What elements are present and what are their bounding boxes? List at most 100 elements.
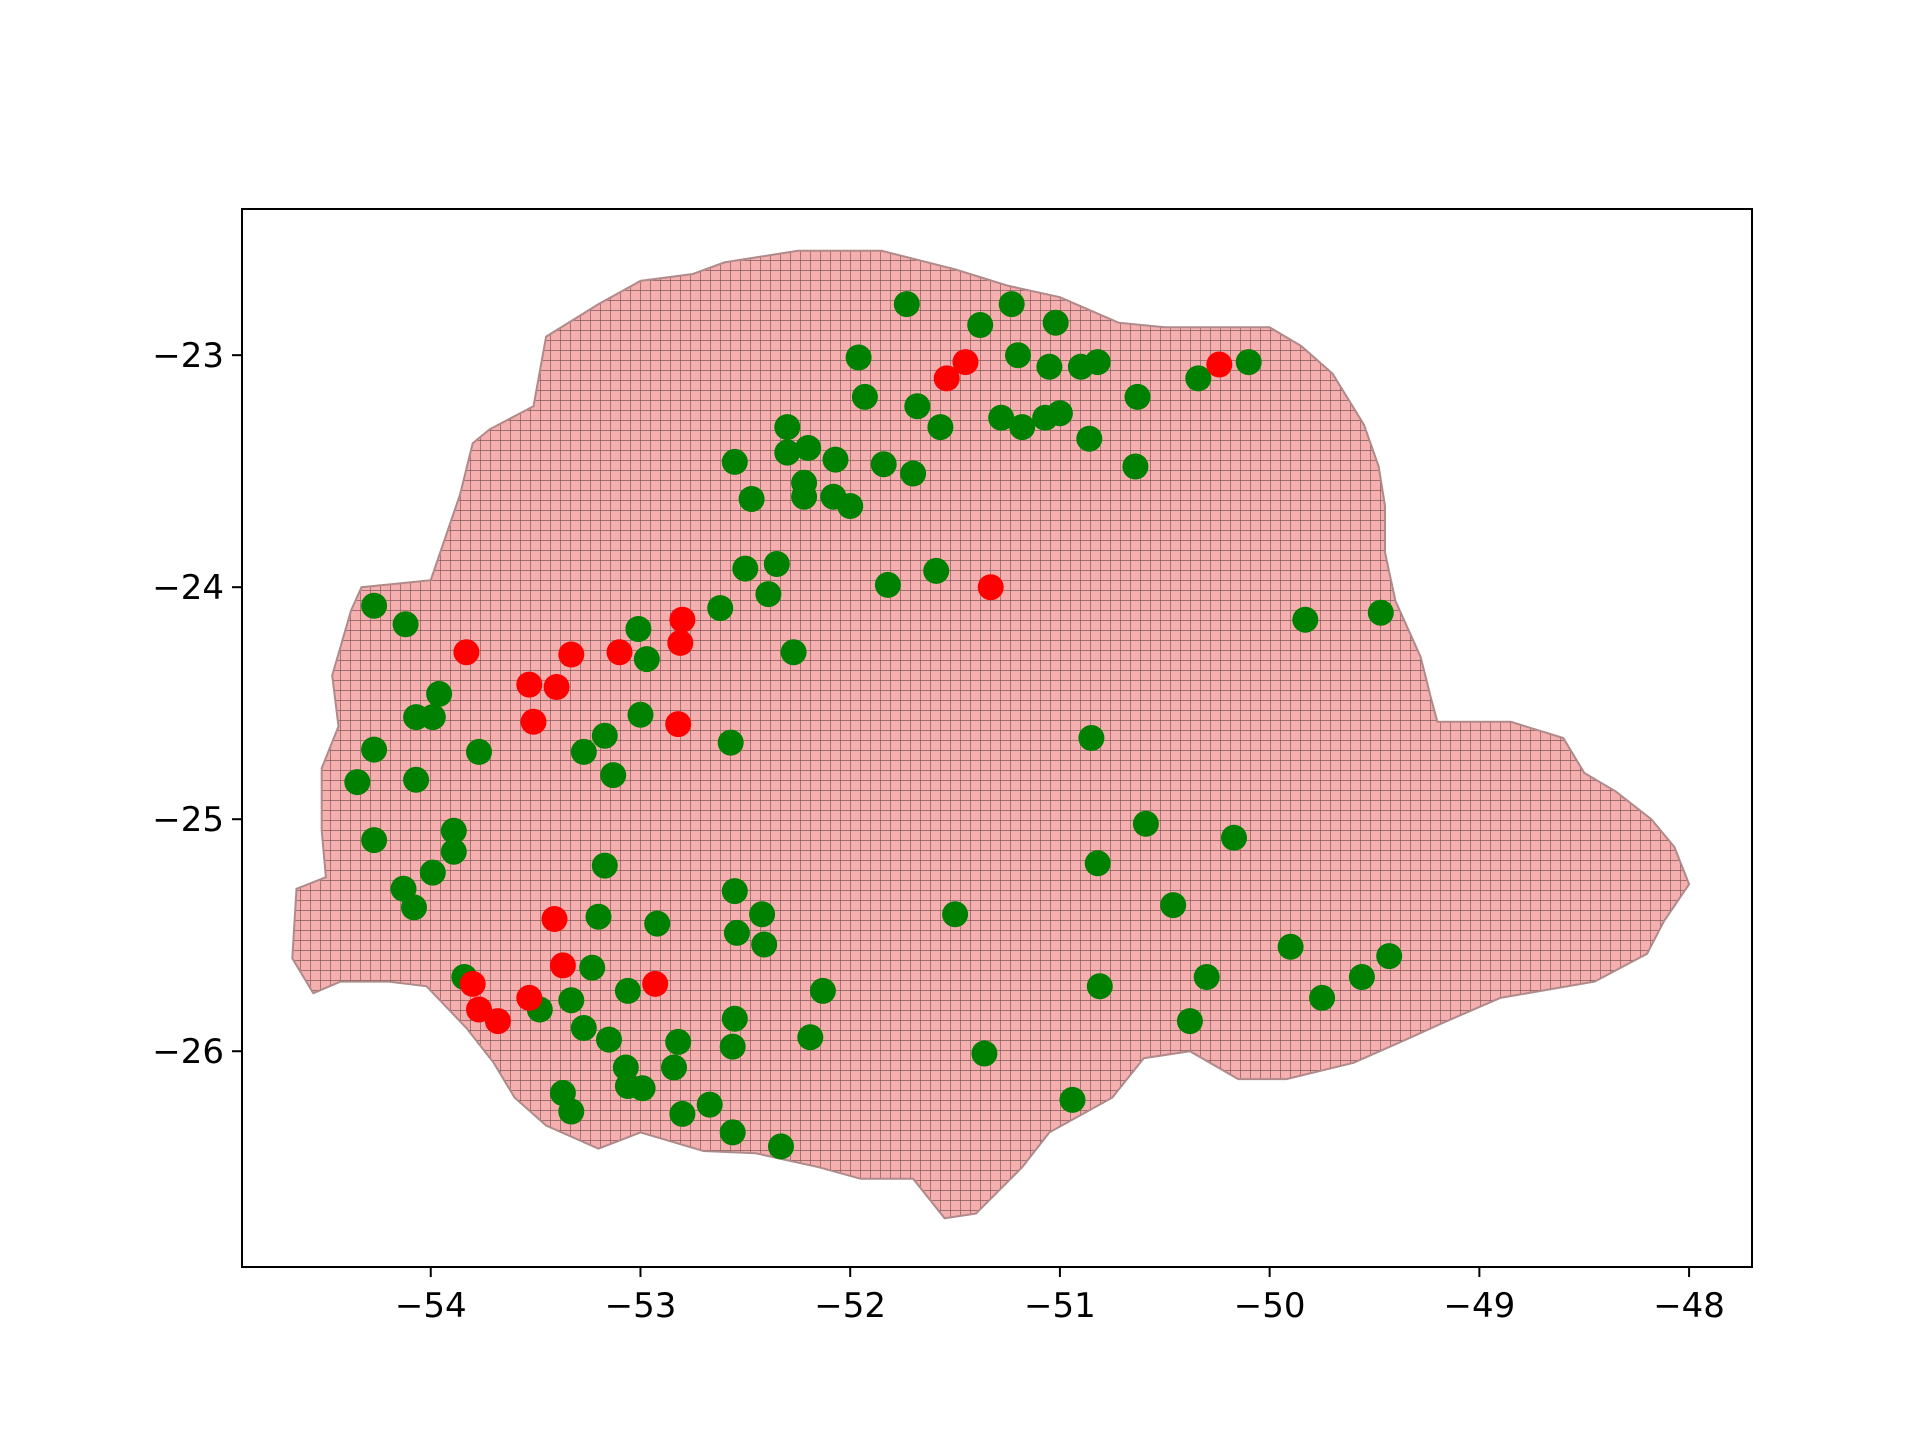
green-point <box>466 738 492 765</box>
x-tick-label: −50 <box>1234 1286 1306 1326</box>
green-point <box>1367 599 1394 626</box>
red-point <box>669 606 696 633</box>
y-tick-label: −23 <box>152 336 224 376</box>
green-point <box>1132 810 1159 837</box>
green-point <box>923 557 950 584</box>
green-point <box>795 435 822 461</box>
green-point <box>755 581 782 608</box>
green-point <box>774 439 801 466</box>
green-point <box>874 571 901 598</box>
green-point <box>845 344 872 371</box>
green-point <box>1160 892 1187 919</box>
green-point <box>558 987 585 1014</box>
green-point <box>927 414 954 441</box>
green-point <box>558 1098 585 1125</box>
green-point <box>661 1054 687 1081</box>
green-point <box>723 919 750 946</box>
green-point <box>1124 383 1151 410</box>
green-point <box>904 393 931 420</box>
red-point <box>516 671 543 698</box>
green-point <box>1042 309 1069 336</box>
green-point <box>361 736 388 763</box>
y-tick-label: −26 <box>152 1032 224 1072</box>
green-point <box>591 722 618 749</box>
green-point <box>1309 984 1336 1011</box>
red-point <box>453 639 480 666</box>
x-tick-label: −48 <box>1653 1286 1725 1326</box>
green-point <box>1046 400 1073 427</box>
green-point <box>719 1033 746 1060</box>
green-point <box>629 1075 656 1102</box>
green-point <box>809 977 836 1004</box>
x-tick-label: −53 <box>605 1286 677 1326</box>
green-point <box>403 766 430 793</box>
green-point <box>669 1100 696 1127</box>
green-point <box>942 901 969 928</box>
green-point <box>1122 453 1149 480</box>
green-point <box>768 1133 794 1160</box>
red-point <box>665 711 692 738</box>
green-point <box>774 414 801 441</box>
green-point <box>596 1026 622 1053</box>
green-point <box>570 738 597 765</box>
red-point <box>520 708 547 735</box>
red-point <box>642 970 669 997</box>
green-point <box>579 954 606 981</box>
red-point <box>606 639 633 666</box>
red-point <box>977 574 1004 601</box>
y-tick-label: −25 <box>152 800 224 840</box>
plot-area <box>291 249 1691 1220</box>
green-point <box>1235 349 1262 376</box>
green-point <box>1076 425 1103 452</box>
x-tick-label: −52 <box>814 1286 886 1326</box>
green-point <box>419 859 446 886</box>
green-point <box>570 1015 597 1041</box>
green-point <box>1086 973 1113 1000</box>
green-point <box>870 451 897 478</box>
green-point <box>893 291 920 318</box>
green-point <box>797 1024 824 1051</box>
red-point <box>549 952 576 979</box>
green-point <box>361 827 388 854</box>
green-point <box>614 977 641 1004</box>
green-point <box>591 852 618 879</box>
green-point <box>392 611 419 638</box>
region-shape <box>291 249 1691 1220</box>
green-point <box>1078 725 1105 751</box>
green-point <box>837 493 864 519</box>
green-point <box>1292 606 1319 633</box>
green-point <box>967 312 994 338</box>
green-point <box>401 894 427 921</box>
red-point <box>516 984 543 1011</box>
green-point <box>644 910 671 937</box>
green-point <box>627 701 654 728</box>
green-point <box>585 903 612 930</box>
green-point <box>721 1005 748 1032</box>
green-point <box>665 1028 692 1055</box>
green-point <box>1277 933 1304 960</box>
green-point <box>633 646 660 673</box>
x-tick-label: −51 <box>1024 1286 1096 1326</box>
green-point <box>625 616 652 642</box>
green-point <box>707 595 734 622</box>
green-point <box>1005 342 1031 369</box>
green-point <box>419 704 446 731</box>
green-point <box>721 448 748 475</box>
green-point <box>721 878 748 905</box>
green-point <box>440 817 467 844</box>
green-point <box>696 1091 723 1118</box>
y-tick-label: −24 <box>152 568 224 608</box>
red-point <box>459 970 486 997</box>
green-point <box>780 639 807 666</box>
green-point <box>1348 964 1375 990</box>
green-point <box>988 404 1015 431</box>
red-point <box>484 1008 511 1035</box>
green-point <box>749 901 776 928</box>
green-point <box>763 551 790 577</box>
green-point <box>851 383 878 410</box>
green-point <box>971 1040 998 1067</box>
red-point <box>466 996 492 1023</box>
green-point <box>719 1119 746 1146</box>
green-point <box>998 291 1025 318</box>
